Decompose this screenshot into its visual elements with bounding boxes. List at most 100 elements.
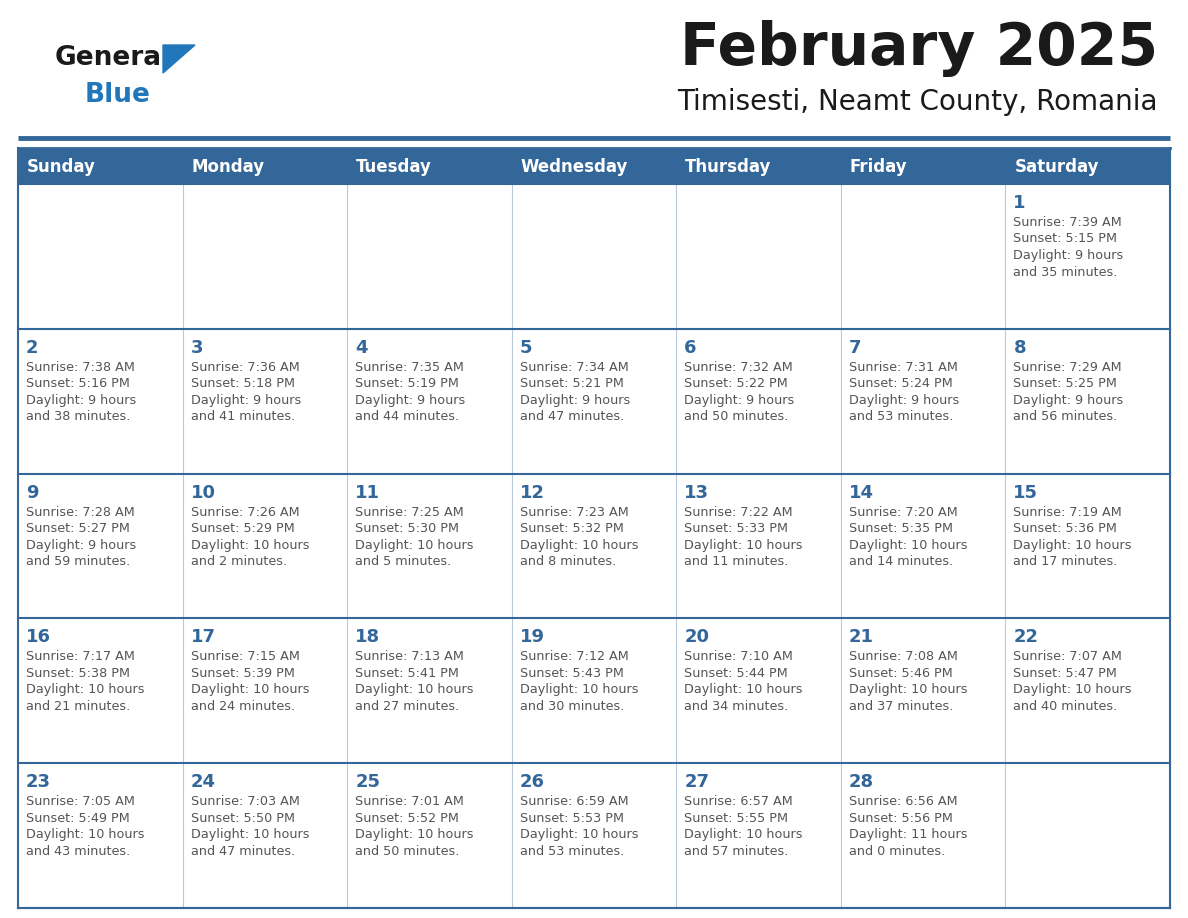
Bar	[1005, 148, 1170, 184]
Text: and 14 minutes.: and 14 minutes.	[849, 555, 953, 568]
Bar	[183, 148, 347, 184]
Text: 17: 17	[190, 629, 215, 646]
Text: 6: 6	[684, 339, 697, 357]
Text: Sunset: 5:49 PM: Sunset: 5:49 PM	[26, 812, 129, 824]
Text: Sunrise: 7:31 AM: Sunrise: 7:31 AM	[849, 361, 958, 374]
Bar	[183, 474, 347, 619]
Text: and 53 minutes.: and 53 minutes.	[519, 845, 624, 857]
Text: Sunset: 5:41 PM: Sunset: 5:41 PM	[355, 666, 459, 680]
Bar	[347, 763, 512, 908]
Text: 14: 14	[849, 484, 874, 501]
Text: Timisesti, Neamt County, Romania: Timisesti, Neamt County, Romania	[677, 88, 1158, 116]
Text: and 50 minutes.: and 50 minutes.	[355, 845, 460, 857]
Text: and 37 minutes.: and 37 minutes.	[849, 700, 953, 713]
Bar	[512, 763, 676, 908]
Text: Sunrise: 7:34 AM: Sunrise: 7:34 AM	[519, 361, 628, 374]
Text: 18: 18	[355, 629, 380, 646]
Text: Sunrise: 7:20 AM: Sunrise: 7:20 AM	[849, 506, 958, 519]
Text: Daylight: 10 hours: Daylight: 10 hours	[684, 683, 803, 697]
Bar	[841, 329, 1005, 474]
Text: Sunset: 5:47 PM: Sunset: 5:47 PM	[1013, 666, 1117, 680]
Text: 3: 3	[190, 339, 203, 357]
Text: Sunset: 5:38 PM: Sunset: 5:38 PM	[26, 666, 129, 680]
Text: Sunset: 5:39 PM: Sunset: 5:39 PM	[190, 666, 295, 680]
Text: 13: 13	[684, 484, 709, 501]
Text: Sunset: 5:33 PM: Sunset: 5:33 PM	[684, 522, 789, 535]
Text: Sunrise: 7:29 AM: Sunrise: 7:29 AM	[1013, 361, 1121, 374]
Text: Daylight: 10 hours: Daylight: 10 hours	[519, 683, 638, 697]
Bar	[841, 184, 1005, 329]
Text: Sunrise: 7:25 AM: Sunrise: 7:25 AM	[355, 506, 463, 519]
Text: 5: 5	[519, 339, 532, 357]
Text: 22: 22	[1013, 629, 1038, 646]
Text: Sunset: 5:27 PM: Sunset: 5:27 PM	[26, 522, 129, 535]
Text: Daylight: 9 hours: Daylight: 9 hours	[1013, 394, 1124, 407]
Text: Sunset: 5:43 PM: Sunset: 5:43 PM	[519, 666, 624, 680]
Text: 19: 19	[519, 629, 545, 646]
Text: Sunset: 5:50 PM: Sunset: 5:50 PM	[190, 812, 295, 824]
Text: Daylight: 9 hours: Daylight: 9 hours	[190, 394, 301, 407]
Text: Wednesday: Wednesday	[520, 158, 628, 176]
Bar	[18, 329, 183, 474]
Text: and 40 minutes.: and 40 minutes.	[1013, 700, 1118, 713]
Text: and 47 minutes.: and 47 minutes.	[519, 410, 624, 423]
Text: Daylight: 10 hours: Daylight: 10 hours	[355, 828, 474, 841]
Bar	[347, 329, 512, 474]
Bar	[18, 619, 183, 763]
Bar	[841, 474, 1005, 619]
Text: 23: 23	[26, 773, 51, 791]
Bar	[183, 184, 347, 329]
Text: 7: 7	[849, 339, 861, 357]
Bar	[512, 148, 676, 184]
Text: Sunrise: 7:32 AM: Sunrise: 7:32 AM	[684, 361, 794, 374]
Text: Sunset: 5:15 PM: Sunset: 5:15 PM	[1013, 232, 1118, 245]
Text: and 43 minutes.: and 43 minutes.	[26, 845, 131, 857]
Text: Sunrise: 7:22 AM: Sunrise: 7:22 AM	[684, 506, 792, 519]
Text: Daylight: 9 hours: Daylight: 9 hours	[849, 394, 959, 407]
Bar	[1005, 184, 1170, 329]
Text: Daylight: 9 hours: Daylight: 9 hours	[519, 394, 630, 407]
Text: 4: 4	[355, 339, 367, 357]
Text: Sunrise: 7:23 AM: Sunrise: 7:23 AM	[519, 506, 628, 519]
Text: and 35 minutes.: and 35 minutes.	[1013, 265, 1118, 278]
Text: February 2025: February 2025	[680, 20, 1158, 77]
Bar	[512, 474, 676, 619]
Text: Sunset: 5:46 PM: Sunset: 5:46 PM	[849, 666, 953, 680]
Text: 12: 12	[519, 484, 545, 501]
Text: and 30 minutes.: and 30 minutes.	[519, 700, 624, 713]
Text: Daylight: 9 hours: Daylight: 9 hours	[684, 394, 795, 407]
Text: Sunrise: 7:17 AM: Sunrise: 7:17 AM	[26, 650, 135, 664]
Text: Sunrise: 6:57 AM: Sunrise: 6:57 AM	[684, 795, 794, 808]
Bar	[1005, 619, 1170, 763]
Text: 15: 15	[1013, 484, 1038, 501]
Bar	[347, 148, 512, 184]
Text: Sunset: 5:56 PM: Sunset: 5:56 PM	[849, 812, 953, 824]
Text: and 0 minutes.: and 0 minutes.	[849, 845, 946, 857]
Text: Sunrise: 7:36 AM: Sunrise: 7:36 AM	[190, 361, 299, 374]
Text: 2: 2	[26, 339, 38, 357]
Bar	[183, 329, 347, 474]
Text: Sunset: 5:52 PM: Sunset: 5:52 PM	[355, 812, 459, 824]
Text: 20: 20	[684, 629, 709, 646]
Text: and 8 minutes.: and 8 minutes.	[519, 555, 615, 568]
Bar	[18, 148, 183, 184]
Text: Sunrise: 7:35 AM: Sunrise: 7:35 AM	[355, 361, 465, 374]
Text: Sunrise: 7:15 AM: Sunrise: 7:15 AM	[190, 650, 299, 664]
Text: Sunrise: 7:28 AM: Sunrise: 7:28 AM	[26, 506, 134, 519]
Text: Daylight: 10 hours: Daylight: 10 hours	[190, 539, 309, 552]
Text: Thursday: Thursday	[685, 158, 772, 176]
Text: Daylight: 10 hours: Daylight: 10 hours	[684, 828, 803, 841]
Text: Daylight: 10 hours: Daylight: 10 hours	[519, 828, 638, 841]
Text: Tuesday: Tuesday	[356, 158, 432, 176]
Text: Sunset: 5:55 PM: Sunset: 5:55 PM	[684, 812, 789, 824]
Text: 25: 25	[355, 773, 380, 791]
Text: Sunset: 5:32 PM: Sunset: 5:32 PM	[519, 522, 624, 535]
Text: 27: 27	[684, 773, 709, 791]
Text: Sunrise: 7:38 AM: Sunrise: 7:38 AM	[26, 361, 135, 374]
Text: Daylight: 10 hours: Daylight: 10 hours	[849, 539, 967, 552]
Text: 26: 26	[519, 773, 545, 791]
Bar	[18, 763, 183, 908]
Text: Sunrise: 7:39 AM: Sunrise: 7:39 AM	[1013, 216, 1123, 229]
Text: Sunrise: 7:26 AM: Sunrise: 7:26 AM	[190, 506, 299, 519]
Bar	[1005, 474, 1170, 619]
